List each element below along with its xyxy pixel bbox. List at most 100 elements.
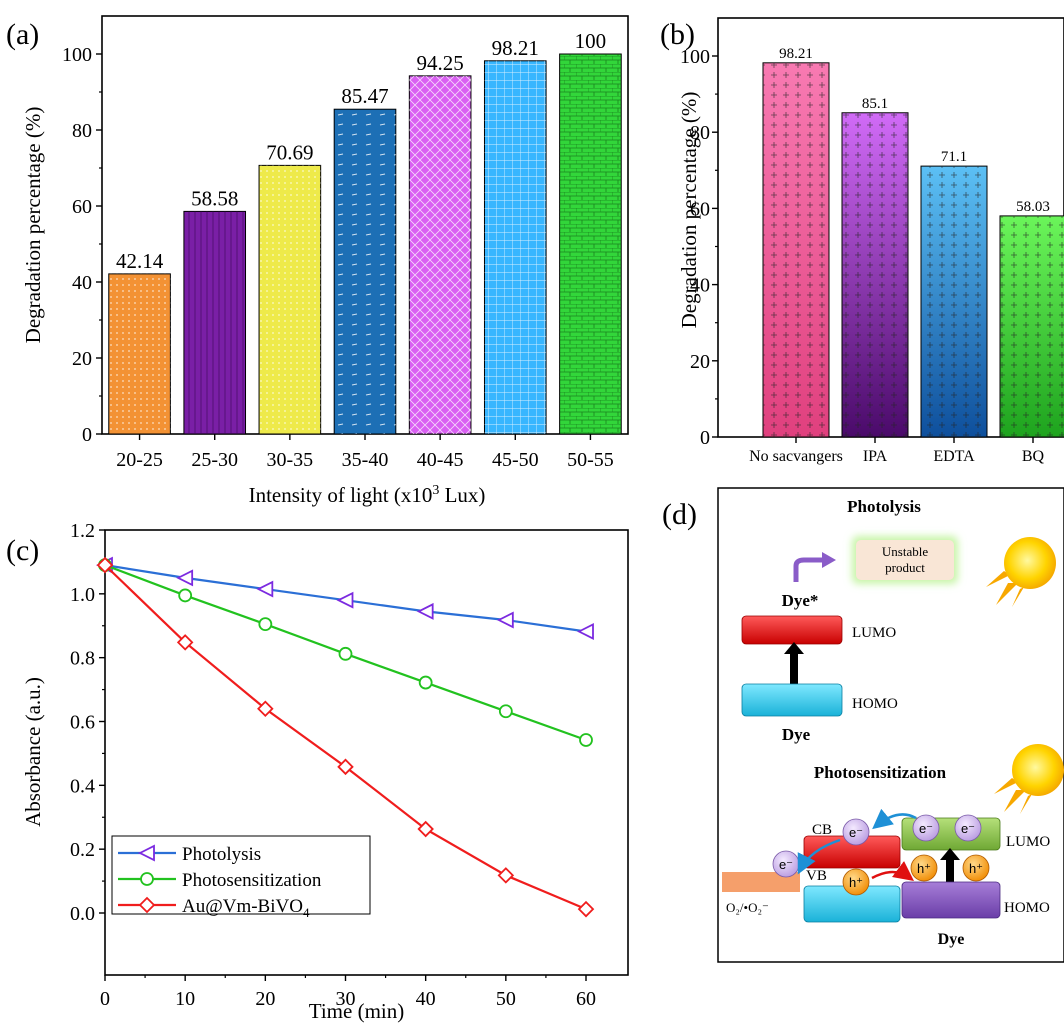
sun-icon [986, 537, 1056, 607]
series-1-point-5 [498, 704, 513, 719]
lumo2-label: LUMO [1006, 834, 1050, 850]
homo-label: HOMO [852, 696, 898, 712]
ytick-label-b-3: 60 [690, 198, 710, 220]
xtick-label-c-2: 20 [255, 988, 275, 1010]
bar-b-value-3: 58.03 [1016, 199, 1050, 215]
bar-a-pattern-5 [484, 60, 547, 434]
photolysis-curved-arrow [793, 557, 824, 582]
series-1-point-2 [258, 617, 273, 632]
series-0-point-5 [496, 611, 514, 629]
series-2-point-6 [577, 900, 595, 918]
xtick-label-c-1: 10 [175, 988, 195, 1010]
xtick-label-b-0: No sacvangers [749, 448, 843, 465]
ylabel-b: Degradation percentage (%) [677, 92, 701, 329]
homo2-label: HOMO [1004, 900, 1050, 916]
electron-label-1: e⁻ [779, 857, 793, 872]
legend-box [111, 835, 371, 915]
ytick-label-c-0: 0.0 [70, 903, 95, 925]
bar-a-value-0: 42.14 [116, 249, 164, 273]
hole-transfer-arrow [871, 861, 915, 881]
o2-surface [722, 872, 800, 892]
xtick-label-a-6: 50-55 [567, 449, 614, 471]
legend-label-0: Photolysis [182, 844, 261, 865]
xtick-label-a-3: 35-40 [342, 449, 389, 471]
bar-b-pattern-2 [921, 166, 987, 437]
electron-lumo-2 [954, 814, 982, 842]
xtick-label-c-5: 50 [496, 988, 516, 1010]
bar-a-value-4: 94.25 [417, 51, 464, 75]
bar-a-pattern-6 [559, 54, 622, 434]
bar-b-value-0: 98.21 [779, 46, 813, 62]
ytick-label-b-4: 80 [690, 122, 710, 144]
bar-b-pattern-1 [842, 112, 908, 438]
xtick-label-a-4: 40-45 [417, 449, 464, 471]
xtick-label-b-3: BQ [1022, 448, 1045, 465]
electron-label-3: e⁻ [919, 821, 933, 836]
series-2-point-2 [257, 700, 274, 718]
excitation-arrow-head [784, 642, 804, 654]
hole-label-1: h⁺ [849, 875, 863, 890]
bar-a-value-6: 100 [575, 29, 607, 53]
ytick-label-c-5: 1.0 [70, 584, 95, 606]
lumo-level [741, 615, 843, 645]
ytick-label-a-2: 40 [72, 272, 92, 294]
electron-label-4: e⁻ [961, 821, 975, 836]
series-0-point-4 [416, 602, 434, 620]
homo-level [741, 683, 843, 717]
bar-b-value-1: 85.1 [862, 96, 888, 112]
ytick-label-b-2: 40 [690, 275, 710, 297]
series-0-point-1 [176, 569, 194, 587]
series-2-point-0 [96, 556, 114, 574]
excitation-arrow-shaft [790, 650, 798, 684]
electron-lumo-1 [912, 814, 940, 842]
ylabel-c: Absorbance (a.u.) [21, 677, 45, 827]
series-2-point-1 [176, 634, 194, 651]
sun-icon-2 [994, 744, 1064, 814]
series-1-point-6 [579, 733, 593, 747]
ytick-label-b-0: 0 [700, 427, 710, 449]
bar-b-value-2: 71.1 [941, 149, 967, 165]
series-0-point-2 [256, 580, 274, 598]
legend-label-2: Au@Vm-BiVO4 [182, 896, 310, 920]
ytick-label-a-3: 60 [72, 196, 92, 218]
electron-cb [842, 818, 870, 846]
bar-b-pattern-3 [1000, 215, 1064, 437]
series-1-point-3 [338, 646, 353, 661]
ytick-label-c-4: 0.8 [70, 648, 95, 670]
panel-label-a: (a) [6, 18, 39, 51]
ytick-label-c-3: 0.6 [70, 712, 95, 734]
cb-label: CB [812, 822, 832, 838]
ylabel-a: Degradation percentage (%) [21, 107, 45, 344]
unstable-product-line1: Unstable [882, 544, 928, 559]
hole-label-2: h⁺ [917, 861, 931, 876]
bar-a-value-3: 85.47 [341, 84, 388, 108]
mechanism-diagram: Photolysis Unstable product Dye* LUMO HO… [717, 487, 1064, 963]
ytick-label-a-5: 100 [62, 44, 92, 66]
electron-label-2: e⁻ [849, 825, 863, 840]
lumo-label: LUMO [852, 625, 896, 641]
hole-homo-2 [962, 854, 990, 882]
hole-label-3: h⁺ [969, 861, 983, 876]
unstable-product-line2: product [885, 560, 925, 575]
xlabel-a: Intensity of light (x103 Lux) [249, 483, 486, 507]
xtick-label-a-1: 25-30 [191, 449, 238, 471]
chart-c: 0 10 20 30 40 50 60 0.0 0.2 0.4 0.6 0.8 1.0 1.2 Absorb… [21, 520, 629, 1023]
ytick-label-a-0: 0 [82, 424, 92, 446]
bar-a-pattern-3 [334, 109, 396, 435]
ytick-label-a-1: 20 [72, 348, 92, 370]
ytick-label-c-2: 0.4 [70, 775, 95, 797]
xtick-label-a-0: 20-25 [116, 449, 163, 471]
legend-marker-1 [140, 872, 154, 886]
xtick-label-b-1: IPA [863, 448, 888, 465]
bar-a-pattern-1 [183, 211, 246, 434]
o2-label: O₂/•O₂⁻ [726, 900, 769, 915]
xtick-label-c-3: 30 [336, 988, 356, 1010]
dye-homo-level [901, 881, 1001, 919]
photosensitization-title: Photosensitization [814, 763, 947, 782]
dye-excited-label: Dye* [782, 591, 819, 610]
xtick-label-a-2: 30-35 [267, 449, 314, 471]
xtick-label-b-2: EDTA [933, 448, 975, 465]
chart-a: 42.14 20-25 58.58 25-30 70.69 30-35 85.47 35-40… [21, 15, 629, 507]
